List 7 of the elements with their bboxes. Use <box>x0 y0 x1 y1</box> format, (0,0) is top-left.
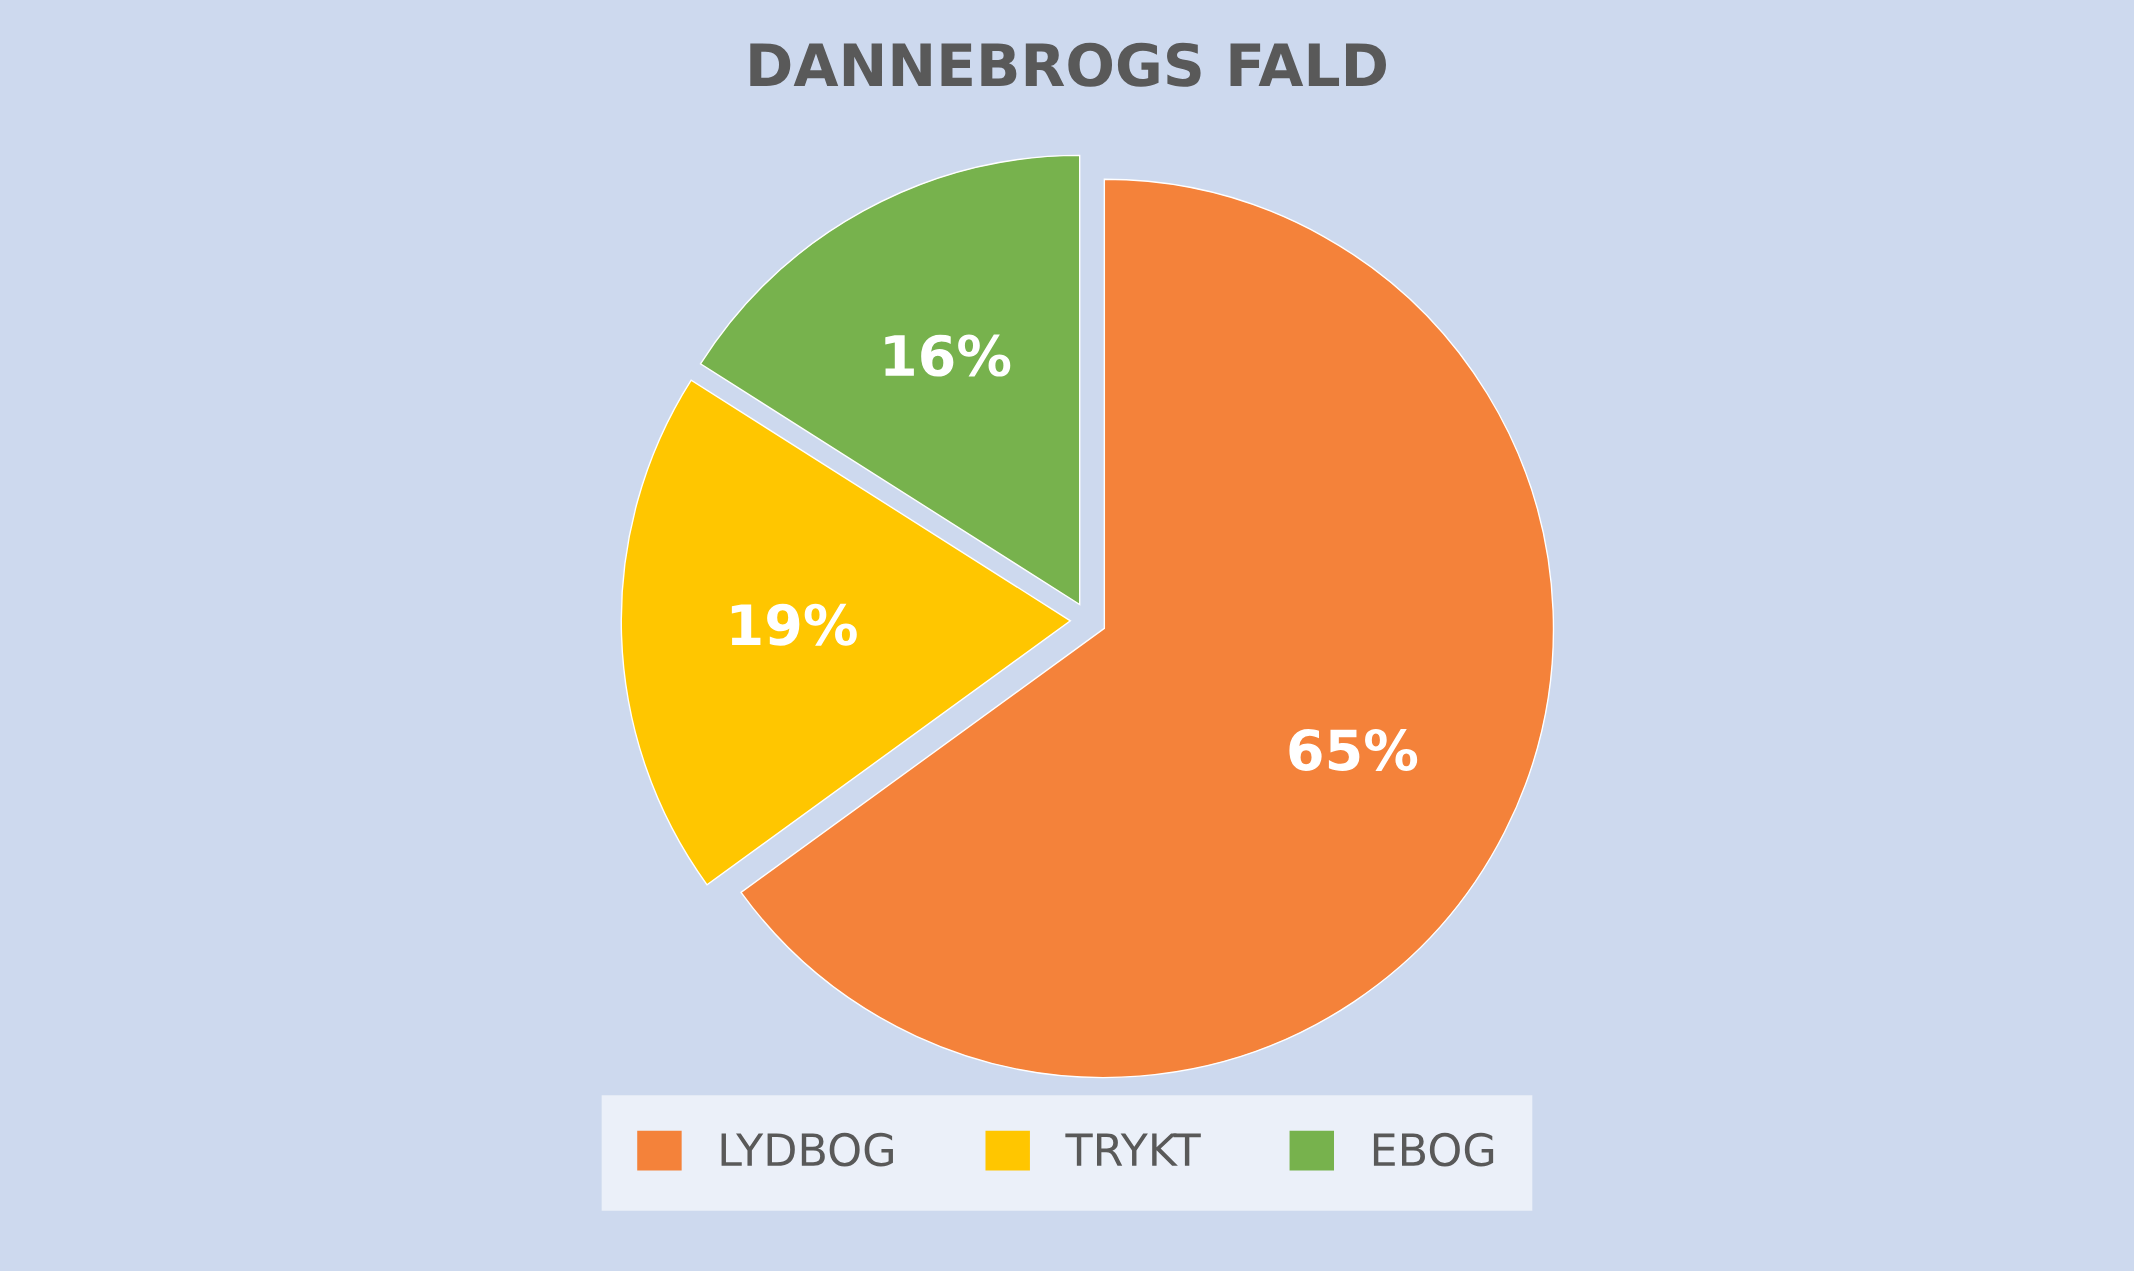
legend-label: TRYKT <box>1065 1133 1201 1166</box>
legend-label: LYDBOG <box>721 1132 893 1167</box>
data-label: 19% <box>731 603 857 646</box>
data-label: 65% <box>1289 728 1418 771</box>
chart-title: DANNEBROGS FALD <box>750 42 1386 87</box>
legend-label: EBOG <box>1373 1132 1494 1167</box>
data-label: 16% <box>885 334 1011 377</box>
